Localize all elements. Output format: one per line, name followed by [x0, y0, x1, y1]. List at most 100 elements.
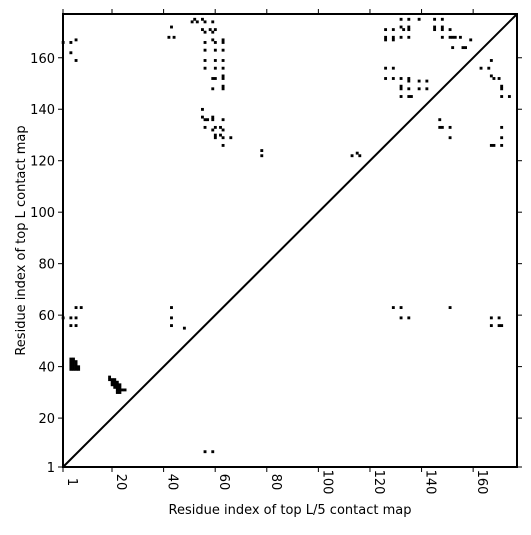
contact-point: [201, 115, 204, 119]
contact-point: [221, 84, 225, 88]
x-tick-label: 20: [113, 474, 128, 491]
contact-point: [123, 388, 127, 392]
contact-point: [407, 87, 411, 91]
contact-point: [221, 87, 225, 91]
y-axis-title: Residue index of top L contact map: [14, 125, 29, 355]
contact-point: [448, 136, 452, 140]
contact-point: [170, 324, 173, 328]
contact-point: [74, 360, 78, 364]
contact-point: [458, 35, 462, 39]
contact-point: [500, 125, 504, 129]
contact-point: [440, 28, 444, 32]
contact-point: [453, 35, 457, 39]
contact-point: [69, 357, 73, 361]
contact-point: [115, 380, 119, 384]
contact-point: [399, 84, 403, 88]
contact-point: [391, 28, 395, 32]
contact-point: [489, 324, 493, 328]
contact-point: [113, 380, 117, 384]
contact-point: [489, 316, 493, 320]
contact-point: [407, 95, 411, 98]
contact-point: [221, 143, 225, 147]
contact-point: [391, 35, 395, 39]
contact-point: [69, 360, 73, 364]
x-tick-label: 140: [423, 470, 438, 495]
contact-point: [384, 38, 388, 42]
contact-point: [182, 326, 186, 330]
contact-point: [407, 28, 411, 32]
contact-point: [69, 51, 73, 55]
contact-point: [118, 388, 122, 392]
contact-point: [469, 38, 473, 42]
contact-point: [72, 360, 75, 364]
contact-point: [440, 35, 444, 39]
contact-point: [497, 316, 501, 320]
contact-point: [440, 125, 444, 129]
contact-point: [384, 66, 388, 70]
x-tick-label: 40: [165, 474, 180, 491]
contact-point: [489, 74, 493, 78]
contact-point: [69, 324, 73, 328]
contact-point: [167, 35, 171, 39]
contact-point: [115, 391, 119, 394]
contact-point: [110, 378, 114, 382]
contact-point: [69, 365, 73, 369]
contact-point: [500, 143, 504, 147]
contact-point: [201, 107, 204, 111]
contact-point: [74, 324, 78, 328]
contact-point: [72, 365, 75, 369]
contact-point: [170, 306, 173, 309]
contact-point: [72, 362, 75, 366]
contact-point: [492, 143, 496, 147]
contact-point: [213, 133, 217, 137]
contact-point: [221, 128, 225, 132]
x-tick-label: 1: [64, 478, 79, 486]
contact-point: [433, 25, 437, 29]
contact-point: [497, 77, 501, 80]
ticks-layer: 1 20 40 60 80 100 120 140 1601204060801001201401…: [30, 9, 522, 494]
contact-point: [448, 125, 452, 129]
contact-point: [464, 46, 467, 50]
contact-point: [500, 324, 504, 328]
y-tick-label: 60: [38, 309, 55, 324]
contact-point: [193, 17, 197, 21]
contact-point: [433, 28, 437, 32]
y-tick-label: 1: [47, 461, 55, 476]
x-tick-label: 120: [371, 470, 386, 495]
contact-point: [221, 41, 225, 44]
x-axis-title: Residue index of top L/5 contact map: [169, 503, 412, 518]
contact-point: [451, 46, 455, 50]
contact-point: [113, 378, 117, 382]
y-tick-label: 100: [30, 206, 55, 221]
contact-point: [391, 77, 395, 80]
contact-point: [203, 125, 207, 129]
contact-point: [399, 306, 403, 309]
contact-point: [203, 118, 207, 122]
contact-point: [221, 38, 225, 42]
y-tick-label: 120: [30, 155, 55, 170]
contact-point: [260, 154, 264, 158]
contact-point: [74, 316, 78, 320]
contact-point: [492, 77, 496, 80]
contact-point: [118, 385, 122, 389]
contact-point: [417, 79, 421, 83]
contact-point: [407, 316, 411, 320]
contact-point: [507, 95, 511, 98]
contact-point: [74, 365, 78, 369]
contact-point: [399, 25, 403, 29]
contact-point: [355, 151, 359, 155]
contact-point: [451, 35, 455, 39]
contact-point: [229, 136, 233, 140]
contact-point: [203, 59, 207, 62]
contact-point: [219, 125, 222, 129]
contact-point: [497, 324, 501, 328]
contact-point: [438, 125, 442, 129]
contact-point: [399, 77, 403, 80]
contact-point: [74, 367, 78, 371]
contact-point: [77, 367, 81, 371]
diagonal-reference-line: [62, 13, 518, 468]
contact-point: [391, 66, 395, 70]
contact-point: [74, 38, 78, 42]
contact-point: [121, 388, 124, 392]
contact-point: [203, 450, 207, 454]
